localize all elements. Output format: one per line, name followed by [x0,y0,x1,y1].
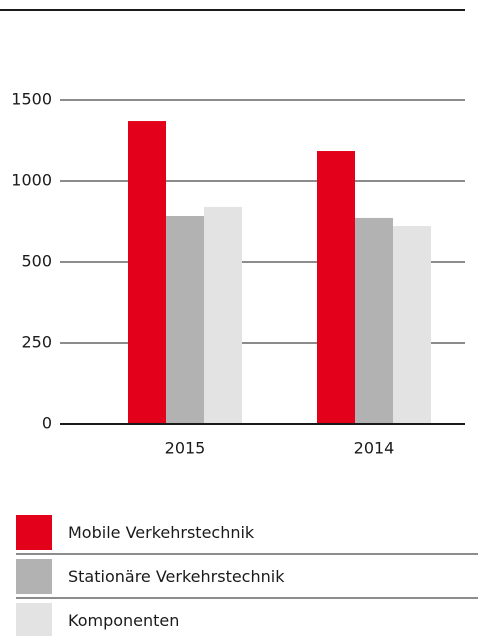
y-tick-label: 1500 [11,90,52,109]
bar [355,217,393,424]
bar [128,121,166,424]
bar [393,226,431,424]
x-tick-label: 2014 [354,439,395,458]
legend-swatch [16,515,52,550]
y-tick-label: 0 [42,414,52,433]
y-tick-label: 250 [21,333,52,352]
legend-label: Komponenten [68,611,179,630]
x-tick-label: 2015 [165,439,206,458]
bar [204,206,242,424]
legend-label: Stationäre Verkehrstechnik [68,567,285,586]
y-tick-label: 1000 [11,171,52,190]
legend-swatch [16,603,52,636]
bar [317,151,355,424]
bar [166,215,204,424]
legend-label: Mobile Verkehrstechnik [68,523,255,542]
legend-swatch [16,559,52,594]
y-tick-label: 500 [21,252,52,271]
